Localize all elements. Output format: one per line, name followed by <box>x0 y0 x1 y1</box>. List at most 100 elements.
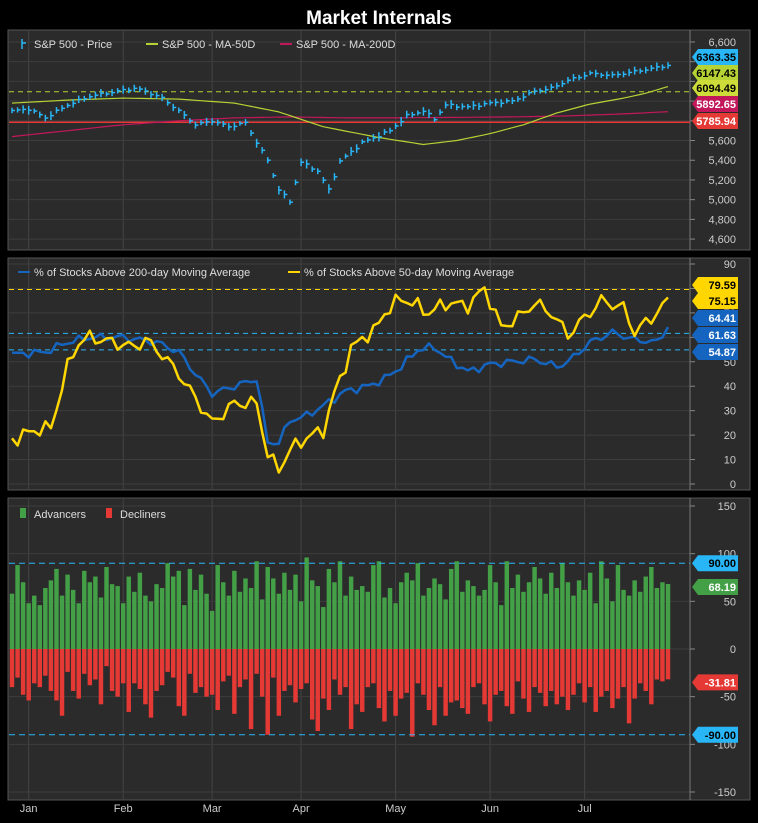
decliner-bar <box>187 649 193 674</box>
advancer-bar <box>304 557 309 649</box>
legend-advancers-swatch <box>20 508 26 518</box>
advancer-bar <box>432 578 437 649</box>
advancer-bar <box>565 582 571 649</box>
price-value-label-2-bg <box>692 65 738 81</box>
decliner-bar <box>54 649 59 701</box>
advancer-bar <box>232 570 237 649</box>
decliner-bar <box>443 649 448 716</box>
adv-value-label-2: 68.19 <box>708 582 736 594</box>
advancer-bar <box>532 567 537 649</box>
advancer-bar <box>48 580 54 649</box>
decliner-bar <box>487 649 493 722</box>
decliner-bar <box>37 649 43 688</box>
advancer-bar <box>37 605 43 649</box>
decliner-bar <box>615 649 621 699</box>
decliner-bar <box>259 649 265 697</box>
decliner-bar <box>532 649 537 688</box>
decliner-bar <box>337 649 343 695</box>
legend-breadth200: % of Stocks Above 200-day Moving Average <box>34 267 250 279</box>
decliner-bar <box>176 649 182 707</box>
advancer-bar <box>337 561 343 649</box>
advancer-bar <box>115 586 120 649</box>
decliner-bar <box>237 649 243 688</box>
breadth-value-label-2-bg <box>692 293 738 309</box>
decliner-bar <box>332 649 337 680</box>
advancer-bar <box>354 589 359 649</box>
advancer-bar <box>209 610 215 649</box>
decliner-bar <box>460 649 465 709</box>
decliner-bar <box>582 649 587 703</box>
breadth-value-label-1: 79.59 <box>708 280 736 292</box>
decliner-bar <box>565 649 571 711</box>
advancer-bar <box>482 589 487 649</box>
breadth-value-label-2: 75.15 <box>708 296 736 308</box>
decliner-bar <box>248 649 254 730</box>
price-value-label-5: 5785.94 <box>696 116 737 128</box>
advancer-bar <box>537 578 543 649</box>
breadth-value-label-4: 61.63 <box>708 330 736 342</box>
advancer-bar <box>554 587 560 649</box>
decliner-bar <box>343 649 348 688</box>
price-axis-tick-label: 5,200 <box>708 175 736 187</box>
decliner-bar <box>560 649 565 697</box>
decliner-bar <box>454 649 459 701</box>
decliner-bar <box>432 649 437 726</box>
advancer-bar <box>198 574 204 649</box>
chart-title: Market Internals <box>306 8 452 29</box>
advancer-bar <box>549 572 554 649</box>
decliner-bar <box>404 649 409 693</box>
advancer-bar <box>226 595 232 649</box>
decliner-bar <box>98 649 104 705</box>
advancer-bar <box>632 580 637 649</box>
decliner-bar <box>76 649 81 699</box>
decliner-bar <box>321 649 326 699</box>
advancer-bar <box>621 589 626 649</box>
decliner-bar <box>510 649 515 714</box>
breadth200-line <box>11 326 670 446</box>
adv-value-label-4-bg <box>692 726 738 743</box>
advancer-bar <box>654 587 660 649</box>
advancer-bar <box>521 591 526 649</box>
advancer-bar <box>87 582 93 649</box>
legend-decliners: Decliners <box>120 509 166 521</box>
decliner-bar <box>104 649 109 667</box>
price-value-label-1: 6363.35 <box>696 52 736 64</box>
advancer-bar <box>271 578 276 649</box>
decliner-bar <box>215 649 220 711</box>
ma200-line <box>11 111 669 138</box>
advancer-bar <box>421 595 426 649</box>
decliner-bar <box>9 649 15 688</box>
decliner-bar <box>304 649 309 684</box>
advancer-bar <box>204 593 209 649</box>
advancer-bar <box>293 574 298 649</box>
advancer-bar <box>176 570 182 649</box>
advancer-bar <box>443 599 448 649</box>
decliner-bar <box>643 649 648 691</box>
decliner-bar <box>593 649 598 712</box>
decliner-bar <box>59 649 65 716</box>
advancer-bar <box>332 582 337 649</box>
advancer-bar <box>109 584 115 649</box>
advancer-bar <box>20 582 26 649</box>
advancer-bar <box>476 595 482 649</box>
decliner-bar <box>398 649 404 699</box>
advancer-bar <box>410 580 415 649</box>
advancer-bar <box>82 570 87 649</box>
decliner-bar <box>209 649 215 695</box>
decliner-bar <box>232 649 237 714</box>
decliner-bar <box>271 649 276 678</box>
advancer-bar <box>276 593 282 649</box>
price-value-label-4: 5892.65 <box>696 99 736 111</box>
advancer-bar <box>154 584 159 649</box>
price-value-label-3: 6094.49 <box>696 83 736 95</box>
decliner-bar <box>360 649 365 712</box>
breadth-value-label-5: 54.87 <box>708 347 736 359</box>
decliner-bar <box>610 649 615 709</box>
advancer-bar <box>526 582 532 649</box>
decliner-bar <box>498 649 504 691</box>
advancer-bar <box>626 595 632 649</box>
decliner-bar <box>226 649 232 676</box>
ma50-line <box>11 86 669 146</box>
adv-value-label-3-bg <box>692 674 738 691</box>
breadth-axis-tick-label: 0 <box>730 479 736 491</box>
